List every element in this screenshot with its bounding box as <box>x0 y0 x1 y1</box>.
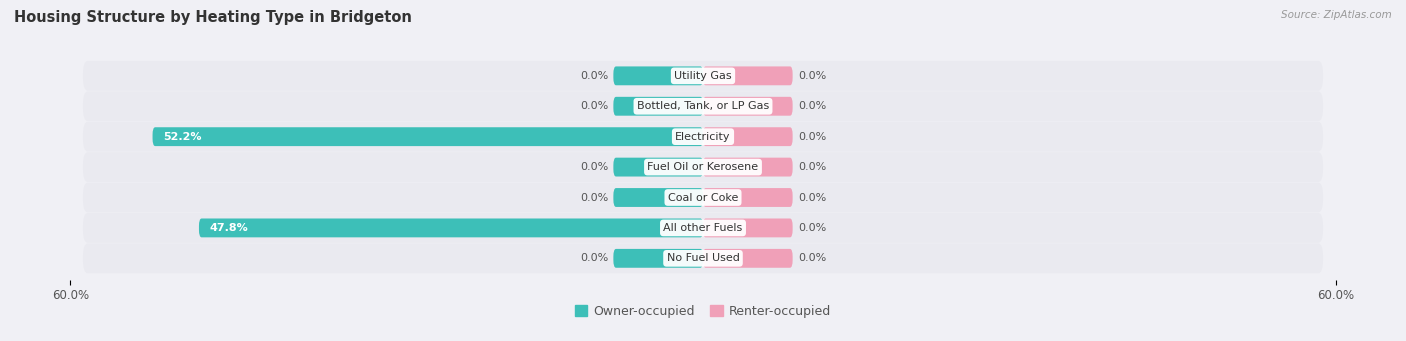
Text: 0.0%: 0.0% <box>579 101 609 111</box>
FancyBboxPatch shape <box>703 66 793 85</box>
Text: 0.0%: 0.0% <box>799 71 827 81</box>
Text: Electricity: Electricity <box>675 132 731 142</box>
Text: 0.0%: 0.0% <box>579 253 609 263</box>
Text: 0.0%: 0.0% <box>799 193 827 203</box>
Text: Source: ZipAtlas.com: Source: ZipAtlas.com <box>1281 10 1392 20</box>
Text: Fuel Oil or Kerosene: Fuel Oil or Kerosene <box>647 162 759 172</box>
FancyBboxPatch shape <box>83 182 1323 212</box>
FancyBboxPatch shape <box>83 122 1323 152</box>
FancyBboxPatch shape <box>83 61 1323 91</box>
Text: 0.0%: 0.0% <box>579 193 609 203</box>
Text: Utility Gas: Utility Gas <box>675 71 731 81</box>
FancyBboxPatch shape <box>613 158 703 177</box>
Text: 47.8%: 47.8% <box>209 223 249 233</box>
Text: 0.0%: 0.0% <box>799 223 827 233</box>
FancyBboxPatch shape <box>703 97 793 116</box>
FancyBboxPatch shape <box>200 219 703 237</box>
Text: 0.0%: 0.0% <box>799 162 827 172</box>
FancyBboxPatch shape <box>703 158 793 177</box>
FancyBboxPatch shape <box>703 188 793 207</box>
Text: 0.0%: 0.0% <box>799 132 827 142</box>
Text: 52.2%: 52.2% <box>163 132 201 142</box>
FancyBboxPatch shape <box>613 66 703 85</box>
Text: Bottled, Tank, or LP Gas: Bottled, Tank, or LP Gas <box>637 101 769 111</box>
FancyBboxPatch shape <box>83 243 1323 273</box>
Text: 0.0%: 0.0% <box>579 71 609 81</box>
FancyBboxPatch shape <box>83 152 1323 182</box>
Text: 0.0%: 0.0% <box>579 162 609 172</box>
FancyBboxPatch shape <box>703 127 793 146</box>
FancyBboxPatch shape <box>83 91 1323 121</box>
Legend: Owner-occupied, Renter-occupied: Owner-occupied, Renter-occupied <box>569 300 837 323</box>
Text: Coal or Coke: Coal or Coke <box>668 193 738 203</box>
Text: All other Fuels: All other Fuels <box>664 223 742 233</box>
FancyBboxPatch shape <box>152 127 703 146</box>
FancyBboxPatch shape <box>83 213 1323 243</box>
Text: 0.0%: 0.0% <box>799 101 827 111</box>
Text: Housing Structure by Heating Type in Bridgeton: Housing Structure by Heating Type in Bri… <box>14 10 412 25</box>
FancyBboxPatch shape <box>703 219 793 237</box>
FancyBboxPatch shape <box>703 249 793 268</box>
FancyBboxPatch shape <box>613 97 703 116</box>
Text: No Fuel Used: No Fuel Used <box>666 253 740 263</box>
Text: 0.0%: 0.0% <box>799 253 827 263</box>
FancyBboxPatch shape <box>613 188 703 207</box>
FancyBboxPatch shape <box>613 249 703 268</box>
